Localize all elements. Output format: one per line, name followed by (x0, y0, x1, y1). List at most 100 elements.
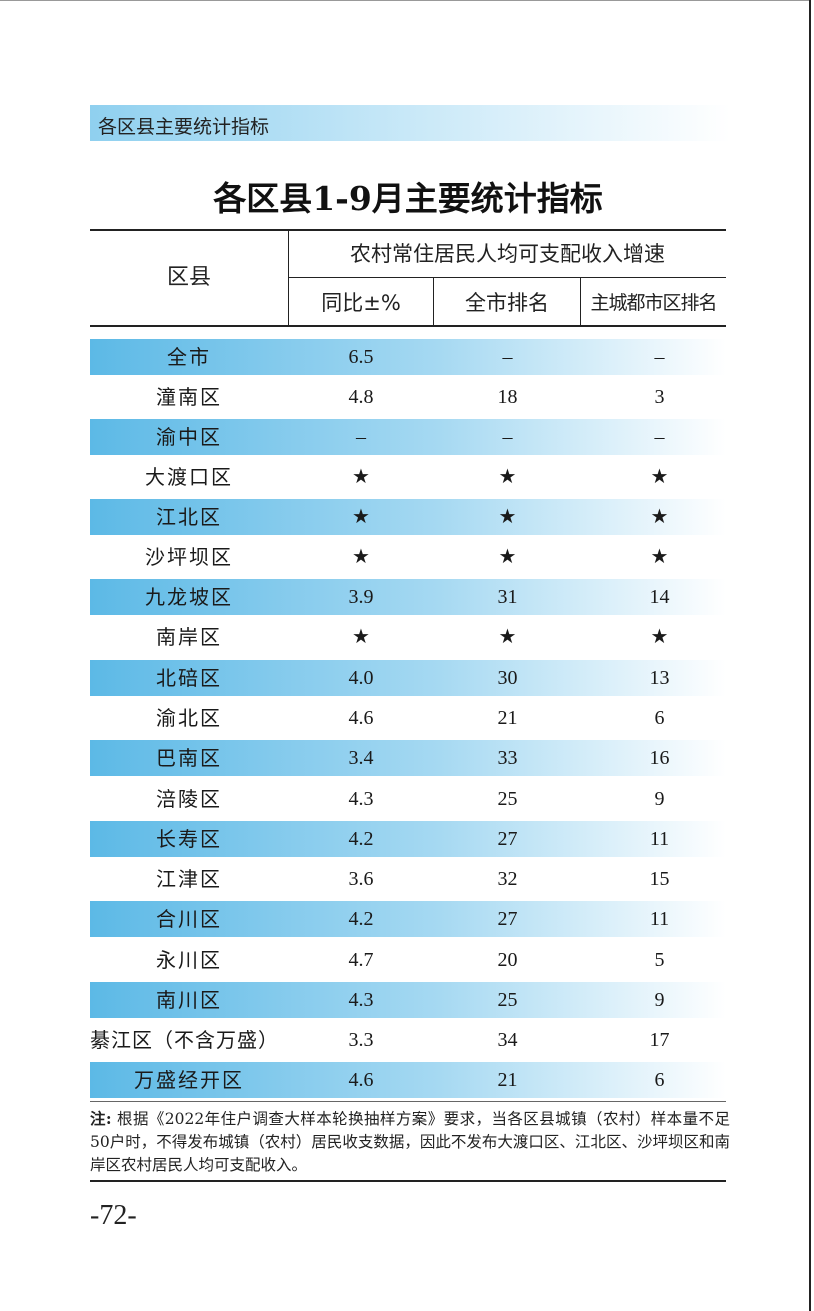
table-top-rule (90, 229, 726, 231)
region-name: 万盛经开区 (134, 1068, 244, 1092)
region-name: 江津区 (156, 867, 222, 891)
page-number: -72- (90, 1200, 137, 1231)
main-rank-value: ★ (650, 546, 669, 568)
table-row: 潼南区 4.8 18 3 (90, 379, 726, 415)
header-bottom-rule (90, 325, 726, 327)
region-name: 大渡口区 (145, 465, 233, 489)
city-rank-value: 25 (497, 788, 518, 810)
city-rank-value: 21 (497, 1069, 518, 1091)
header-divider-2 (433, 278, 434, 326)
page-top-border (0, 0, 811, 1)
table-row: 万盛经开区 4.6 21 6 (90, 1062, 726, 1098)
main-rank-value: ★ (650, 466, 669, 488)
main-rank-value: 16 (649, 747, 670, 769)
main-rank-value: 5 (654, 949, 665, 971)
table-row: 江津区 3.6 32 15 (90, 861, 726, 897)
yoy-value: – (356, 426, 366, 448)
region-name: 沙坪坝区 (145, 545, 233, 569)
yoy-value: ★ (352, 506, 370, 528)
main-rank-value: 6 (654, 1069, 665, 1091)
table-row: 渝中区 – – – (90, 419, 726, 455)
city-rank-value: 32 (497, 868, 518, 890)
table-row: 綦江区（不含万盛） 3.3 34 17 (90, 1022, 726, 1058)
table-row: 江北区 ★ ★ ★ (90, 499, 726, 535)
main-rank-value: 9 (654, 788, 665, 810)
region-name: 永川区 (156, 948, 222, 972)
city-rank-value: 20 (497, 949, 518, 971)
main-rank-value: 17 (649, 1029, 670, 1051)
header-group: 农村常住居民人均可支配收入增速 (350, 242, 665, 266)
yoy-value: 3.3 (348, 1029, 374, 1051)
table-row: 长寿区 4.2 27 11 (90, 821, 726, 857)
table-row: 九龙坡区 3.9 31 14 (90, 579, 726, 615)
main-rank-value: – (654, 426, 665, 448)
header-mid-rule (288, 277, 726, 278)
yoy-value: ★ (352, 546, 370, 568)
region-name: 南川区 (156, 988, 222, 1012)
city-rank-value: 27 (497, 828, 518, 850)
yoy-value: 4.8 (348, 386, 374, 408)
header-city-rank: 全市排名 (465, 291, 549, 315)
table-row: 合川区 4.2 27 11 (90, 901, 726, 937)
region-name: 涪陵区 (156, 787, 222, 811)
header-divider-1 (288, 230, 289, 326)
region-name: 北碚区 (156, 666, 222, 690)
table-row: 渝北区 4.6 21 6 (90, 700, 726, 736)
region-name: 全市 (167, 345, 211, 369)
header-yoy: 同比±% (321, 291, 401, 315)
city-rank-value: 25 (497, 989, 518, 1011)
footnote-text: 根据《2022年住户调查大样本轮换抽样方案》要求，当各区县城镇（农村）样本量不足… (90, 1110, 730, 1174)
city-rank-value: 31 (497, 586, 518, 608)
main-rank-value: ★ (650, 626, 669, 648)
header-region: 区县 (166, 265, 211, 290)
footer-rule (90, 1180, 726, 1182)
main-rank-value: 11 (649, 828, 670, 850)
yoy-value: 6.5 (348, 346, 374, 368)
table-bottom-rule (90, 1101, 726, 1102)
table-row: 全市 6.5 – – (90, 339, 726, 375)
city-rank-value: 34 (497, 1029, 518, 1051)
table-row: 南川区 4.3 25 9 (90, 982, 726, 1018)
region-name: 潼南区 (156, 385, 222, 409)
table-row: 沙坪坝区 ★ ★ ★ (90, 539, 726, 575)
region-name: 巴南区 (156, 746, 222, 770)
main-rank-value: 13 (649, 667, 670, 689)
city-rank-value: 18 (497, 386, 518, 408)
header-divider-3 (580, 278, 581, 326)
yoy-value: 3.6 (348, 868, 374, 890)
city-rank-value: ★ (498, 626, 517, 648)
region-name: 渝北区 (156, 706, 222, 730)
table-row: 涪陵区 4.3 25 9 (90, 781, 726, 817)
yoy-value: 4.2 (348, 908, 374, 930)
region-name: 渝中区 (156, 425, 222, 449)
yoy-value: 4.3 (348, 788, 374, 810)
main-rank-value: ★ (650, 506, 669, 528)
yoy-value: 4.0 (348, 667, 374, 689)
header-main-rank: 主城都市区排名 (590, 292, 717, 314)
yoy-value: 4.7 (348, 949, 374, 971)
table-row: 巴南区 3.4 33 16 (90, 740, 726, 776)
city-rank-value: ★ (498, 466, 517, 488)
table-row: 南岸区 ★ ★ ★ (90, 619, 726, 655)
table-row: 北碚区 4.0 30 13 (90, 660, 726, 696)
yoy-value: 4.6 (348, 707, 374, 729)
footnote: 注: 根据《2022年住户调查大样本轮换抽样方案》要求，当各区县城镇（农村）样本… (90, 1107, 730, 1177)
yoy-value: 3.9 (348, 586, 374, 608)
city-rank-value: – (502, 346, 513, 368)
city-rank-value: 27 (497, 908, 518, 930)
region-name: 九龙坡区 (145, 585, 233, 609)
city-rank-value: – (502, 426, 513, 448)
section-banner: 各区县主要统计指标 (90, 105, 730, 141)
city-rank-value: 33 (497, 747, 518, 769)
yoy-value: ★ (352, 626, 370, 648)
region-name: 南岸区 (156, 625, 222, 649)
main-rank-value: 14 (649, 586, 670, 608)
table-title: 各区县1-9月主要统计指标 (213, 179, 603, 218)
main-rank-value: 3 (654, 386, 665, 408)
yoy-value: 4.6 (348, 1069, 374, 1091)
yoy-value: ★ (352, 466, 370, 488)
region-name: 綦江区（不含万盛） (90, 1028, 279, 1052)
city-rank-value: ★ (498, 506, 517, 528)
section-title: 各区县主要统计指标 (98, 116, 270, 138)
main-rank-value: 9 (654, 989, 665, 1011)
